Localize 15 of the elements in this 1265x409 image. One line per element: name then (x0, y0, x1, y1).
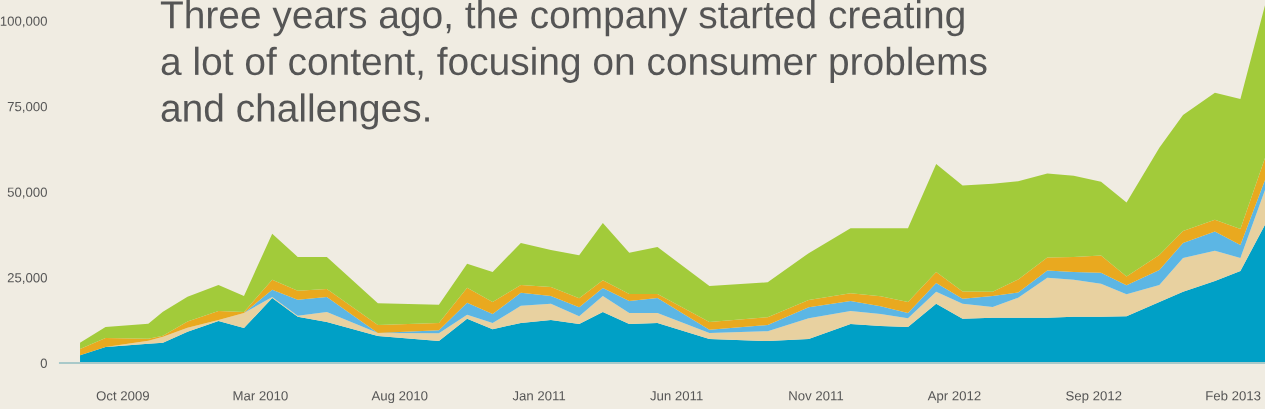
x-tick-label: Jan 2011 (512, 391, 566, 401)
x-tick-label: Sep 2012 (1066, 391, 1122, 404)
x-tick-label: Nov 2011 (789, 391, 844, 401)
x-tick-label: Mar 2010 (233, 391, 288, 401)
y-tick-label: 100,000 (0, 16, 47, 28)
y-tick-label: 75,000 (7, 101, 47, 113)
x-tick-label: Aug 2010 (371, 391, 428, 404)
y-tick-label: 25,000 (7, 273, 47, 284)
y-tick-label: 50,000 (7, 187, 47, 199)
x-tick-label: Jun 2011 (650, 391, 703, 401)
x-tick-label: Oct 2009 (96, 391, 149, 401)
x-tick-label: Apr 2012 (927, 391, 981, 404)
y-tick-label: 0 (40, 358, 47, 368)
text: Three years ago, the company started creating a lot of content, focusing on consumer problems and challenges. (160, 0, 987, 130)
x-tick-label: Feb 2013 (1206, 390, 1261, 401)
